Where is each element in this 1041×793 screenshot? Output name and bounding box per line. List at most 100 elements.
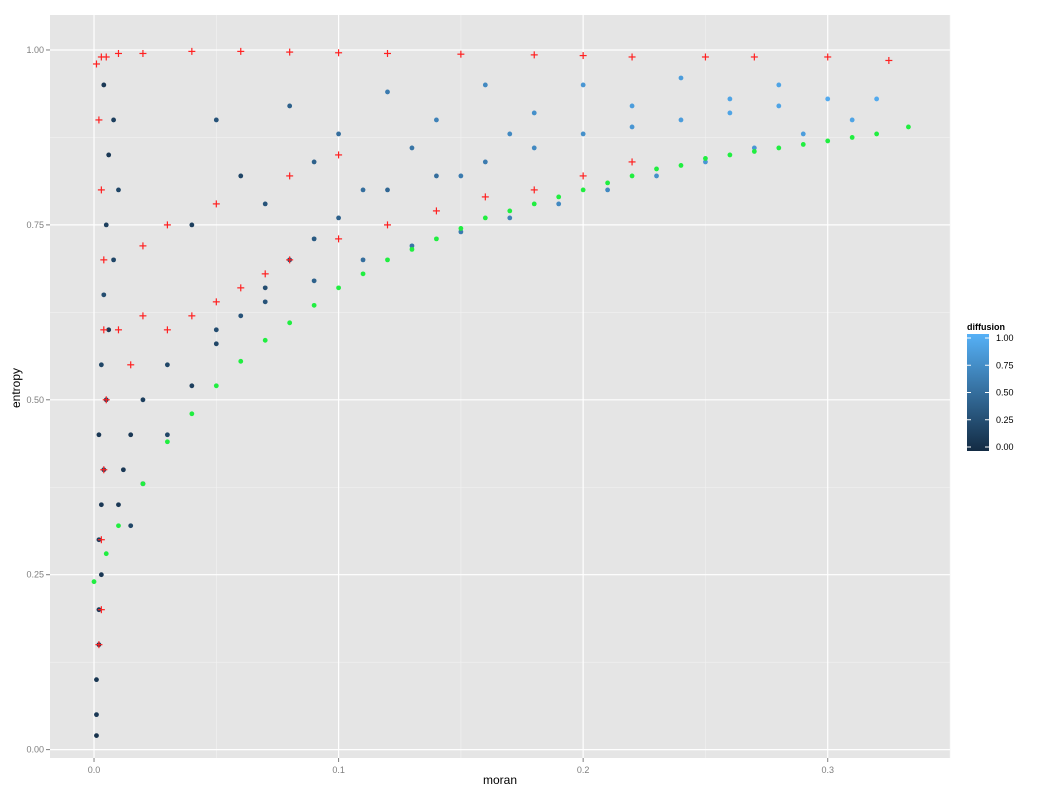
y-tick-label: 0.75 — [26, 220, 44, 230]
plus-point — [384, 221, 391, 229]
plus-point — [100, 326, 108, 334]
diffusion-point — [556, 201, 562, 207]
diffusion-point — [213, 341, 219, 347]
frontier-point — [103, 551, 109, 557]
y-tick-label: 0.00 — [26, 745, 44, 755]
legend-ticks: 1.00 0.75 0.50 0.25 0.00 — [967, 333, 1014, 452]
diffusion-point — [849, 117, 855, 123]
plus-point — [139, 312, 147, 320]
plus-point — [163, 326, 171, 334]
frontier-point — [800, 142, 806, 147]
diffusion-point — [360, 257, 366, 263]
diffusion-point — [140, 397, 146, 403]
diffusion-point — [360, 187, 366, 193]
diffusion-point — [800, 131, 806, 137]
legend-tick-label: 0.75 — [996, 360, 1014, 370]
diffusion-point — [98, 502, 104, 508]
diffusion-point — [262, 201, 268, 207]
diffusion-point — [580, 82, 586, 88]
plus-point — [384, 49, 391, 57]
diffusion-point — [96, 432, 102, 438]
x-tick-label: 0.2 — [577, 765, 590, 775]
plot-panel — [50, 15, 950, 758]
legend-tick-label: 0.50 — [996, 388, 1014, 398]
frontier-point — [116, 523, 121, 529]
legend-tick-label: 0.00 — [996, 442, 1014, 452]
frontier-point — [776, 145, 782, 151]
diffusion-point — [482, 82, 488, 88]
minor-gridlines — [50, 15, 951, 758]
plus-point — [102, 396, 110, 404]
frontier-point — [164, 439, 170, 445]
diffusion-point — [311, 236, 317, 242]
diffusion-point — [262, 299, 268, 305]
plus-point — [95, 116, 103, 124]
diffusion-point — [776, 82, 782, 88]
frontier-point — [140, 481, 146, 487]
frontier-point — [385, 257, 390, 263]
plus-point — [188, 47, 196, 55]
diffusion-point — [111, 257, 116, 263]
frontier-point — [556, 194, 562, 200]
frontier-point — [629, 173, 635, 179]
plus-point — [579, 52, 587, 60]
legend-tick-label: 1.00 — [996, 333, 1014, 343]
diffusion-point — [94, 677, 99, 683]
diffusion-point — [164, 362, 170, 368]
diffusion-point — [103, 222, 109, 228]
plus-point — [481, 193, 489, 201]
diffusion-point — [458, 173, 464, 179]
frontier-point — [580, 187, 586, 193]
diffusion-point — [94, 733, 99, 739]
plus-point — [127, 361, 135, 369]
legend-title: diffusion — [967, 322, 1005, 332]
frontier-point — [91, 579, 97, 585]
plus-point — [139, 49, 147, 57]
diffusion-point — [751, 145, 757, 151]
plus-point — [530, 51, 538, 59]
diffusion-point — [164, 432, 170, 438]
diffusion-point — [409, 145, 415, 151]
frontier-point — [213, 383, 219, 389]
plus-point — [188, 312, 196, 320]
diffusion-point — [213, 327, 219, 333]
legend-colorbar — [967, 334, 989, 451]
diffusion-point — [727, 110, 733, 116]
diffusion-point — [531, 110, 537, 116]
diffusion-point — [531, 145, 537, 151]
plus-point — [102, 53, 110, 61]
diffusion-point — [605, 187, 611, 193]
plus-point — [237, 284, 245, 292]
diffusion-point — [238, 173, 244, 179]
diffusion-point — [727, 96, 733, 102]
frontier-point — [360, 271, 366, 277]
x-axis-title: moran — [483, 773, 517, 787]
diffusion-point — [189, 383, 195, 389]
plus-point — [286, 172, 294, 180]
x-tick-label: 0.3 — [821, 765, 834, 775]
diffusion-point — [94, 712, 99, 718]
diffusion-point — [434, 117, 439, 123]
diffusion-point — [580, 131, 586, 137]
plus-point — [212, 200, 220, 208]
diffusion-point — [262, 285, 268, 291]
frontier-point — [654, 166, 659, 172]
diffusion-point — [336, 215, 341, 221]
plus-point — [750, 53, 758, 61]
frontier-point — [507, 208, 513, 214]
y-tick-label: 1.00 — [26, 45, 44, 55]
diffusion-point — [238, 313, 244, 319]
frontier-point — [849, 135, 855, 140]
diffusion-point — [678, 75, 684, 81]
frontier-point — [482, 215, 488, 221]
data-marks — [91, 47, 911, 739]
plus-point — [97, 536, 105, 544]
plus-point — [457, 50, 465, 58]
plus-point — [286, 48, 294, 56]
frontier-point — [238, 358, 244, 364]
plus-point — [335, 49, 343, 57]
frontier-point — [189, 411, 195, 417]
plus-point — [212, 298, 220, 306]
diffusion-point — [98, 572, 104, 578]
diffusion-point — [654, 173, 659, 179]
